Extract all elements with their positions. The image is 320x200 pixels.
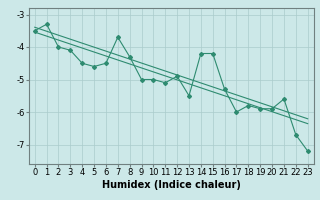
X-axis label: Humidex (Indice chaleur): Humidex (Indice chaleur) [102, 180, 241, 190]
